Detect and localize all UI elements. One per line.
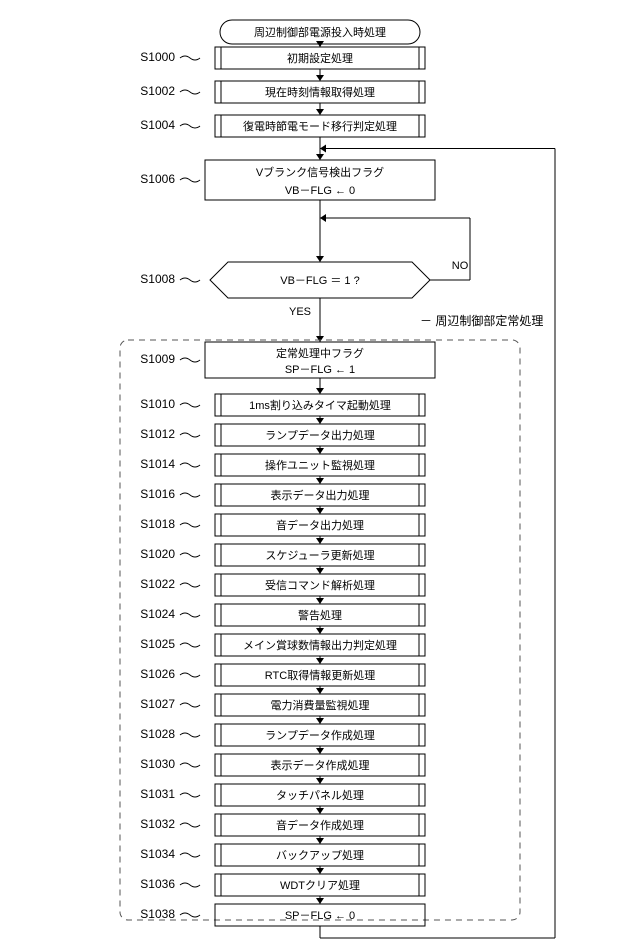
step-id: S1032 xyxy=(140,817,175,831)
top-step-1-label: 現在時刻情報取得処理 xyxy=(265,85,375,99)
step-id: S1020 xyxy=(140,547,175,561)
steady-step-5-label: スケジューラ更新処理 xyxy=(265,548,374,562)
steady-step-12-label: 表示データ作成処理 xyxy=(271,758,370,772)
step-id: S1010 xyxy=(140,397,175,411)
step-id: S1026 xyxy=(140,667,175,681)
steady-step-15-label: バックアップ処理 xyxy=(276,849,364,862)
steady-step-0-label: 1ms割り込みタイマ起動処理 xyxy=(249,398,391,412)
svg-text:VB－FLG ← 0: VB－FLG ← 0 xyxy=(285,185,355,197)
steady-step-3-label: 表示データ出力処理 xyxy=(271,488,370,502)
step-id: S1016 xyxy=(140,487,175,501)
steady-step-10-label: 電力消費量監視処理 xyxy=(271,698,370,712)
decision-label: VB－FLG ＝ 1 ? xyxy=(280,275,359,287)
steady-step-2-label: 操作ユニット監視処理 xyxy=(265,458,375,472)
steady-step-8-label: メイン賞球数情報出力判定処理 xyxy=(243,638,397,652)
svg-text:SP－FLG ← 1: SP－FLG ← 1 xyxy=(285,364,355,376)
step-id: S1012 xyxy=(140,427,175,441)
step-id: S1004 xyxy=(140,118,175,132)
svg-text:定常処理中フラグ: 定常処理中フラグ xyxy=(276,346,364,360)
top-step-2-label: 復電時節電モード移行判定処理 xyxy=(243,119,397,133)
step-id: S1031 xyxy=(140,787,175,801)
steady-step-14-label: 音データ作成処理 xyxy=(276,818,364,832)
step-id: S1036 xyxy=(140,877,175,891)
steady-step-6-label: 受信コマンド解析処理 xyxy=(265,578,375,592)
step-id: S1002 xyxy=(140,84,175,98)
steady-step-13-label: タッチパネル処理 xyxy=(276,789,364,802)
step-id: S1022 xyxy=(140,577,175,591)
step-id: S1008 xyxy=(140,272,175,286)
terminator-label: 周辺制御部電源投入時処理 xyxy=(254,25,386,39)
svg-text:SP－FLG ← 0: SP－FLG ← 0 xyxy=(285,910,355,922)
step-id: S1018 xyxy=(140,517,175,531)
steady-step-9-label: RTC取得情報更新処理 xyxy=(265,668,375,682)
no-label: NO xyxy=(452,260,469,272)
step-id: S1014 xyxy=(140,457,175,471)
step-id: S1000 xyxy=(140,50,175,64)
step-id: S1009 xyxy=(140,352,175,366)
step-id: S1028 xyxy=(140,727,175,741)
step-id: S1030 xyxy=(140,757,175,771)
yes-label: YES xyxy=(289,306,311,318)
steady-step-16-label: WDTクリア処理 xyxy=(280,879,360,892)
steady-step-4-label: 音データ出力処理 xyxy=(276,518,364,532)
steady-step-1-label: ランプデータ出力処理 xyxy=(265,428,375,442)
section-label: － 周辺制御部定常処理 xyxy=(420,313,543,328)
step-id: S1006 xyxy=(140,172,175,186)
step-id: S1038 xyxy=(140,907,175,921)
step-id: S1024 xyxy=(140,607,175,621)
top-step-0-label: 初期設定処理 xyxy=(287,51,353,65)
step-id: S1025 xyxy=(140,637,175,651)
step-id: S1034 xyxy=(140,847,175,861)
steady-step-11-label: ランプデータ作成処理 xyxy=(265,728,375,742)
steady-step-7-label: 警告処理 xyxy=(298,608,342,622)
svg-text:Vブランク信号検出フラグ: Vブランク信号検出フラグ xyxy=(256,165,384,179)
step-id: S1027 xyxy=(140,697,175,711)
